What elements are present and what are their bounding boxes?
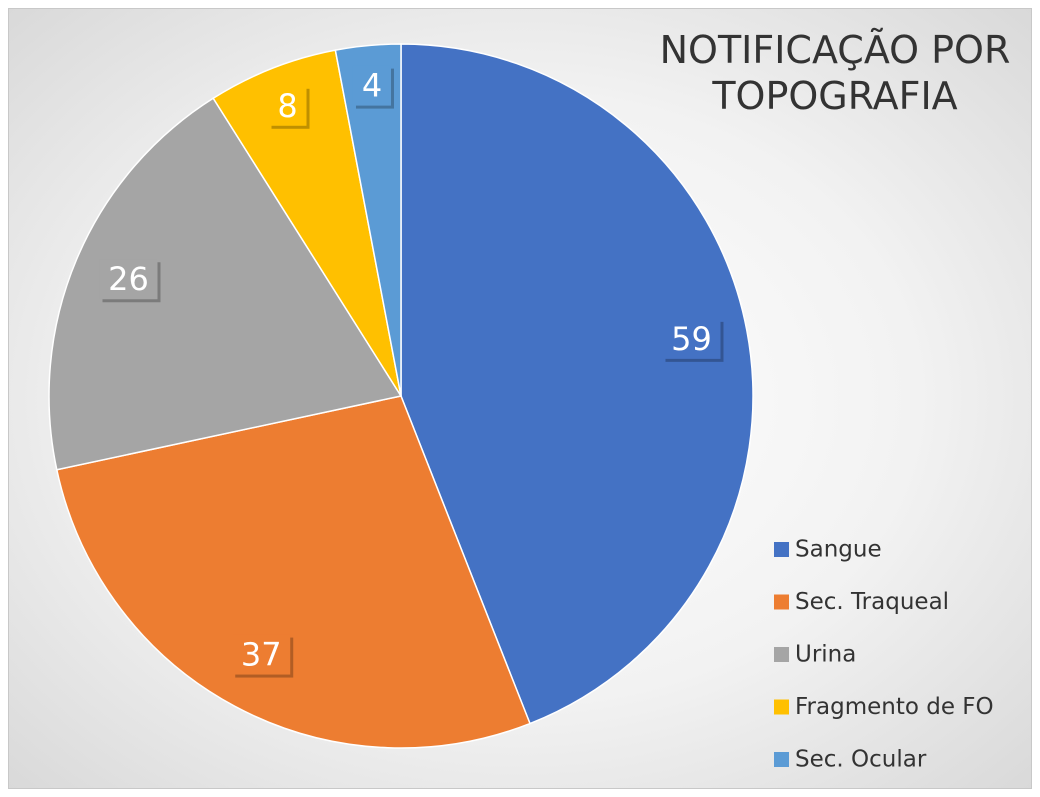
data-label: 4 bbox=[362, 67, 382, 105]
data-label-box bbox=[232, 634, 291, 675]
legend-label: Urina bbox=[795, 642, 856, 668]
legend-label: Fragmento de FO bbox=[795, 694, 994, 720]
data-label: 8 bbox=[277, 87, 297, 125]
data-label-box bbox=[99, 259, 158, 300]
legend-label: Sangue bbox=[795, 537, 882, 563]
data-label-box bbox=[662, 318, 721, 359]
legend-swatch bbox=[774, 647, 789, 662]
legend-swatch bbox=[774, 594, 789, 610]
pie-slice bbox=[334, 43, 402, 397]
data-label: 37 bbox=[241, 636, 282, 674]
data-label: 59 bbox=[671, 320, 712, 358]
pie-slice bbox=[48, 97, 403, 471]
legend-swatch bbox=[774, 752, 789, 767]
legend-swatch bbox=[774, 699, 789, 715]
chart: 59 37 26 8 4 Sangue Sec. Traqueal Urina Fragment… bbox=[8, 8, 1032, 789]
data-label-box bbox=[268, 85, 307, 126]
data-label: 26 bbox=[108, 260, 149, 298]
chart-title: NOTIFICAÇÃO POR TOPOGRAFIA bbox=[659, 28, 1011, 118]
legend-label: Sec. Ocular bbox=[795, 747, 927, 773]
pie-slice bbox=[212, 49, 402, 397]
data-label-box bbox=[352, 65, 391, 106]
pie-slice bbox=[55, 395, 531, 749]
plot: 59 37 26 8 4 Sangue Sec. Traqueal Urina Fragment… bbox=[48, 43, 994, 773]
legend-label: Sec. Traqueal bbox=[795, 589, 949, 615]
pie-slice bbox=[400, 43, 754, 725]
legend-swatch bbox=[774, 542, 789, 557]
